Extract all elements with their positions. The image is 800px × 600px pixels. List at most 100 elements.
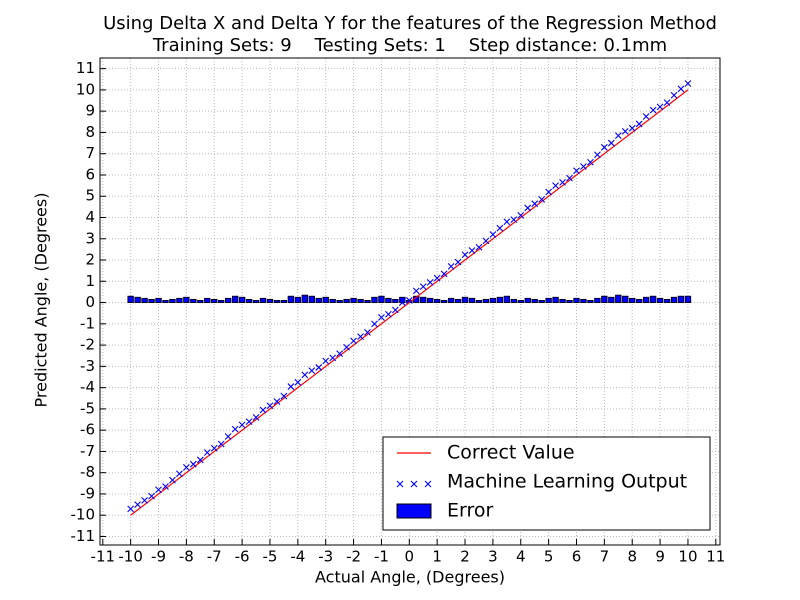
error-bar [573,297,580,303]
x-tick-label: -10 [118,548,143,566]
error-bar [454,298,462,303]
error-bar [204,297,211,303]
error-bar [489,297,497,303]
scatter-point [524,204,532,212]
error-bar [496,296,504,303]
chart-subtitle: Training Sets: 9 Testing Sets: 1 Step di… [152,35,667,56]
legend-swatch [396,503,432,519]
x-tick-label: -7 [207,548,222,566]
error-bar [684,295,692,303]
scatter-point [176,470,183,478]
scatter-point [614,132,622,140]
scatter-point [642,113,650,120]
error-bar [245,298,253,303]
x-tick-label: 8 [627,548,637,566]
error-bar [559,298,566,303]
error-bar [475,300,483,303]
y-tick-label: 11 [76,59,95,77]
x-tick-label: -5 [262,548,277,566]
x-tick-label: 6 [572,548,582,566]
scatter-point [461,251,469,259]
scatter-point [510,216,518,224]
error-bar [656,297,664,303]
error-bar [211,298,218,303]
legend-swatch [396,480,404,488]
scatter-point [656,103,664,111]
scatter-point [454,258,462,266]
scatter-point [600,143,608,151]
scatter-point [273,398,281,405]
x-tick-label: 7 [600,548,610,566]
scatter-point [587,158,594,166]
y-tick-label: 10 [76,80,95,98]
error-bar [629,297,636,303]
y-tick-label: -5 [80,399,95,417]
scatter-point [196,456,204,464]
chart-title: Using Delta X and Delta Y for the featur… [103,13,717,34]
scatter-point [238,421,246,429]
scatter-point [594,151,601,159]
x-tick-label: 0 [405,548,415,566]
plot-frame [99,57,721,546]
scatter-point [155,486,162,494]
scatter-point [210,444,218,452]
error-bar [427,297,434,303]
error-bar [510,298,517,303]
error-bar [141,297,148,303]
x-tick-label: -8 [179,548,194,566]
error-bar [642,296,650,303]
scatter-point [482,237,490,245]
scatter-point [628,124,636,132]
x-tick-label: -4 [290,548,305,566]
error-bar [503,295,511,303]
error-bar [183,296,190,303]
error-bar [615,294,622,303]
scatter-point [412,287,420,295]
scatter-point [580,163,587,170]
error-bar [587,300,594,303]
scatter-point [489,231,497,238]
x-tick-label: 2 [460,548,470,566]
error-bar [663,298,671,303]
legend-box [382,436,711,531]
x-tick-label: -1 [374,548,389,566]
error-bar [231,295,239,303]
error-bar [336,300,343,303]
scatter-point [357,333,364,340]
scatter-point [440,270,448,278]
scatter-point [280,392,288,400]
y-tick-label: -7 [80,442,95,460]
scatter-point [245,418,253,426]
error-bar [482,298,490,303]
y-tick-label: -1 [80,314,95,332]
scatter-point [148,492,155,500]
x-tick-label: 1 [432,548,442,566]
error-bar [169,298,176,303]
error-bar [252,300,260,303]
error-bar [273,300,281,303]
x-tick-label: -11 [91,548,116,566]
scatter-point [350,337,357,345]
y-tick-label: -2 [80,336,95,354]
legend-label: Machine Learning Output [447,471,687,493]
error-bar [190,298,197,303]
scatter-point [169,476,176,484]
error-bar [531,298,538,303]
error-bar [392,298,399,303]
scatter-point [566,174,573,182]
scatter-point [538,196,546,203]
error-bar [343,298,350,303]
scatter-point [203,449,211,456]
scatter-point [677,85,685,93]
error-bar [218,300,225,303]
scatter-point [419,283,427,291]
error-bar [162,300,169,303]
x-axis-label: Actual Angle, (Degrees) [315,568,505,587]
x-tick-label: -3 [318,548,333,566]
error-bar [378,295,385,303]
y-tick-label: -4 [80,378,95,396]
error-bar [580,298,587,303]
scatter-point [259,406,267,414]
y-tick-label: 9 [85,102,95,120]
scatter-point [573,167,580,175]
